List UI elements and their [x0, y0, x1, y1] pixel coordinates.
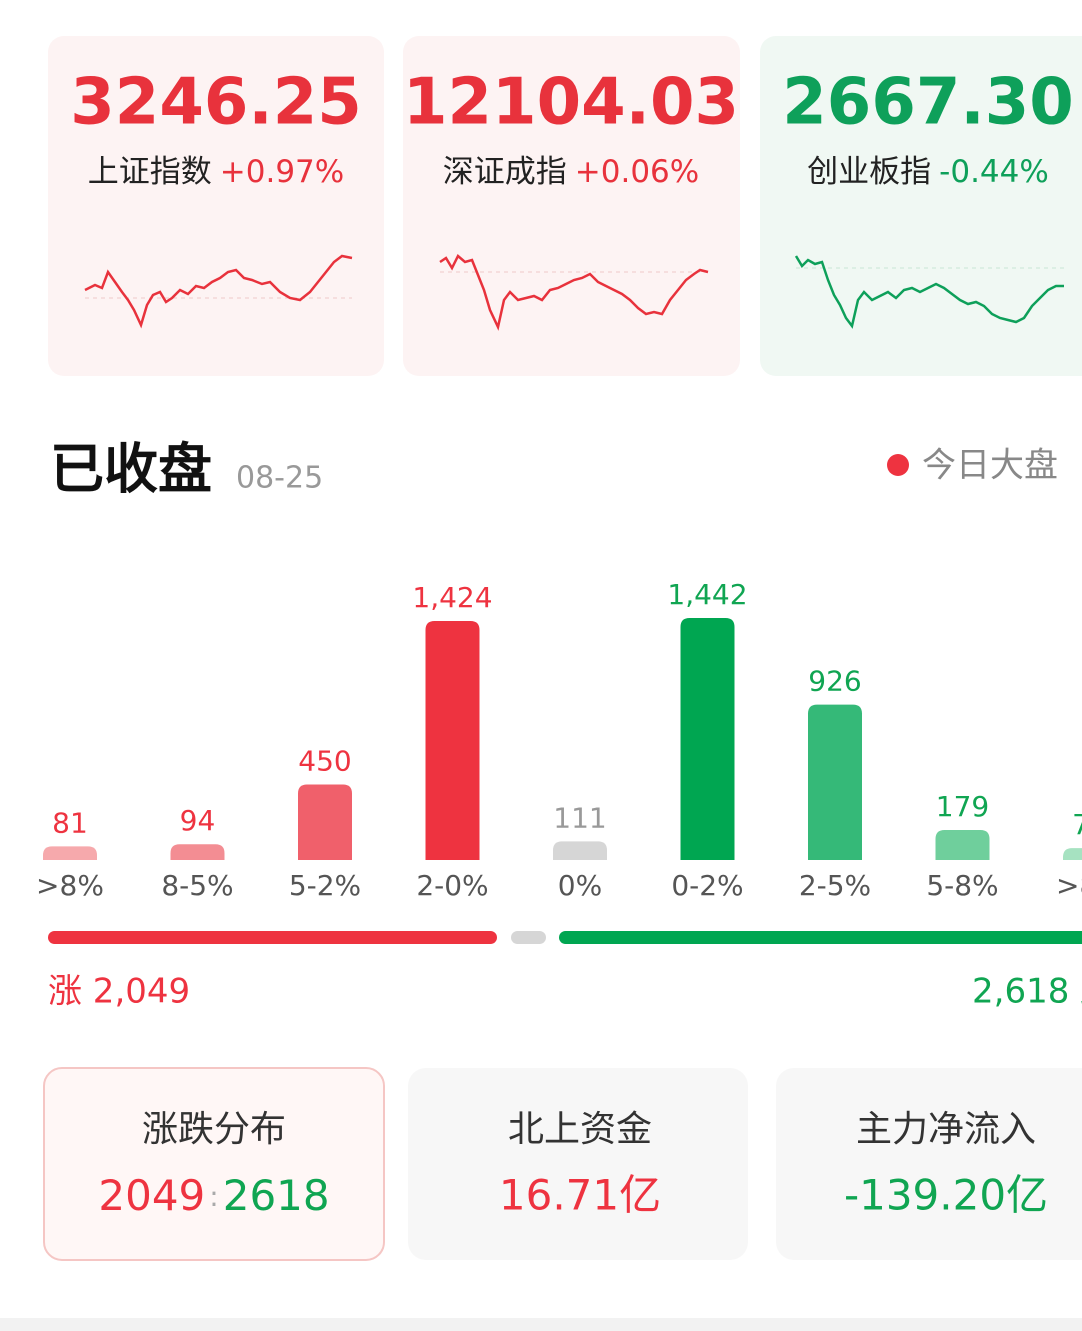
index-value: 12104.03 [403, 66, 739, 140]
card-down: 2618 [223, 1171, 330, 1220]
index-label: 深证成指 +0.06% [443, 154, 699, 190]
bottom-divider [0, 1318, 1082, 1331]
index-name: 深证成指 [443, 154, 567, 190]
card-value: 16.71亿 [499, 1171, 661, 1220]
card-value: 2049:2618 [98, 1171, 329, 1220]
category-label: >8% [36, 869, 104, 902]
bar [935, 829, 990, 860]
index-value: 2667.30 [782, 66, 1074, 140]
index-name: 上证指数 [88, 154, 212, 190]
index-name: 创业板指 [807, 154, 931, 190]
legend-label[interactable]: 今日大盘 [922, 446, 1058, 486]
stat-card[interactable] [776, 1068, 1082, 1260]
index-label: 创业板指 -0.44% [807, 154, 1049, 190]
category-label: 5-8% [926, 869, 998, 902]
value-label: 94 [180, 804, 216, 837]
breadth-up-bar [48, 931, 497, 944]
value-label: 179 [936, 790, 989, 823]
index-card[interactable] [48, 36, 384, 376]
stat-card[interactable] [43, 1067, 385, 1261]
card-value: -139.20亿 [844, 1171, 1048, 1220]
value-label: 926 [808, 665, 861, 698]
index-change: +0.06% [575, 154, 699, 190]
value-label: 1,424 [412, 581, 492, 614]
value-label: 450 [298, 744, 351, 777]
category-label: 2-5% [799, 869, 871, 902]
bar [1063, 848, 1082, 860]
index-card[interactable] [403, 36, 740, 376]
bar [425, 621, 480, 860]
card-title: 北上资金 [508, 1109, 652, 1150]
card-up: 2049 [98, 1171, 205, 1220]
index-card[interactable] [760, 36, 1082, 376]
card-title: 涨跌分布 [142, 1109, 286, 1150]
breadth-down: 2,618 跌 [972, 972, 1082, 1012]
card-separator: : [209, 1180, 218, 1213]
bar [808, 704, 862, 860]
category-label: 0% [558, 869, 602, 902]
bar [43, 846, 97, 860]
value-label: 81 [52, 806, 88, 839]
stat-card[interactable] [408, 1068, 748, 1260]
sparkline [439, 254, 709, 331]
sparkline [84, 254, 353, 329]
section-title: 已收盘 [50, 438, 212, 501]
index-change: -0.44% [939, 154, 1049, 190]
card-title: 主力净流入 [856, 1109, 1036, 1150]
bar [170, 844, 225, 860]
distribution-chart: 81 >8% 94 8-5% 450 5-2% 1,424 2-0% 111 0% 1,442 0-2… [36, 578, 1082, 902]
bar [298, 784, 352, 860]
breadth-up: 涨 2,049 [48, 972, 190, 1012]
index-change: +0.97% [220, 154, 344, 190]
breadth-flat-bar [511, 931, 546, 944]
category-label: 8-5% [161, 869, 233, 902]
bar [680, 618, 735, 860]
category-label: >8% [1056, 869, 1082, 902]
sparkline [794, 255, 1064, 329]
section-date: 08-25 [236, 461, 323, 496]
index-value: 3246.25 [70, 66, 362, 140]
value-label: 111 [553, 801, 606, 834]
value-label: 71 [1072, 808, 1082, 841]
index-label: 上证指数 +0.97% [88, 154, 344, 190]
value-label: 1,442 [667, 578, 747, 611]
bar [553, 841, 607, 860]
category-label: 2-0% [416, 869, 488, 902]
category-label: 5-2% [289, 869, 361, 902]
breadth-down-bar [559, 931, 1082, 944]
legend-dot [887, 454, 909, 476]
category-label: 0-2% [671, 869, 743, 902]
